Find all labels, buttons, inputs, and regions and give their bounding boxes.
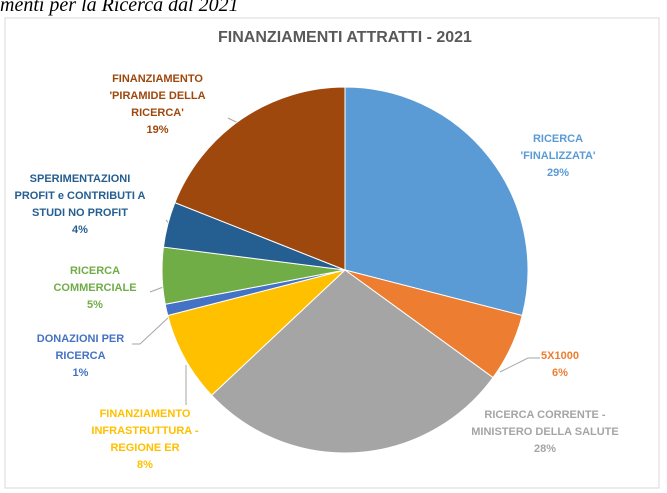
category-label: FINANZIAMENTO INFRASTRUTTURA - REGIONE E…: [91, 408, 199, 454]
value-label: 1%: [72, 367, 89, 379]
category-label: FINANZIAMENTO 'PIRAMIDE DELLA RICERCA': [109, 73, 206, 119]
value-label: 4%: [72, 224, 88, 236]
data-label: 5X1000 6%: [530, 348, 590, 382]
data-label: RICERCA 'FINALIZZATA' 29%: [513, 131, 603, 182]
value-label: 5%: [87, 299, 103, 311]
pie-slice: [167, 269, 346, 396]
pie-slice: [210, 269, 494, 454]
caption: menti per la Ricerca dal 2021: [0, 0, 239, 16]
category-label: 5X1000: [541, 350, 579, 362]
category-label: RICERCA CORRENTE - MINISTERO DELLA SALUT…: [471, 409, 619, 438]
category-label: RICERCA COMMERCIALE: [53, 265, 137, 294]
data-label: SPERIMENTAZIONI PROFIT e CONTRIBUTI A ST…: [10, 171, 150, 239]
data-label: FINANZIAMENTO INFRASTRUTTURA - REGIONE E…: [80, 406, 210, 474]
chart-title: FINANZIAMENTI ATTRATTI - 2021: [218, 29, 472, 46]
data-label: FINANZIAMENTO 'PIRAMIDE DELLA RICERCA' 19…: [95, 71, 220, 139]
category-label: RICERCA 'FINALIZZATA': [520, 133, 596, 162]
pie-slice: [344, 86, 529, 317]
leader-line: [132, 315, 171, 345]
leader-lines: [132, 117, 540, 405]
value-label: 29%: [546, 167, 570, 179]
value-label: 28%: [533, 443, 557, 455]
category-label: DONAZIONI PER RICERCA: [36, 333, 125, 362]
leader-line: [499, 357, 540, 373]
value-label: 8%: [137, 459, 153, 471]
value-label: 6%: [552, 367, 568, 379]
pie-slice: [174, 86, 346, 271]
data-label: DONAZIONI PER RICERCA 1%: [28, 331, 133, 382]
value-label: 19%: [146, 124, 169, 136]
data-label: RICERCA CORRENTE - MINISTERO DELLA SALUT…: [465, 407, 625, 458]
data-label: RICERCA COMMERCIALE 5%: [50, 263, 140, 314]
category-label: SPERIMENTAZIONI PROFIT e CONTRIBUTI A ST…: [14, 173, 146, 219]
